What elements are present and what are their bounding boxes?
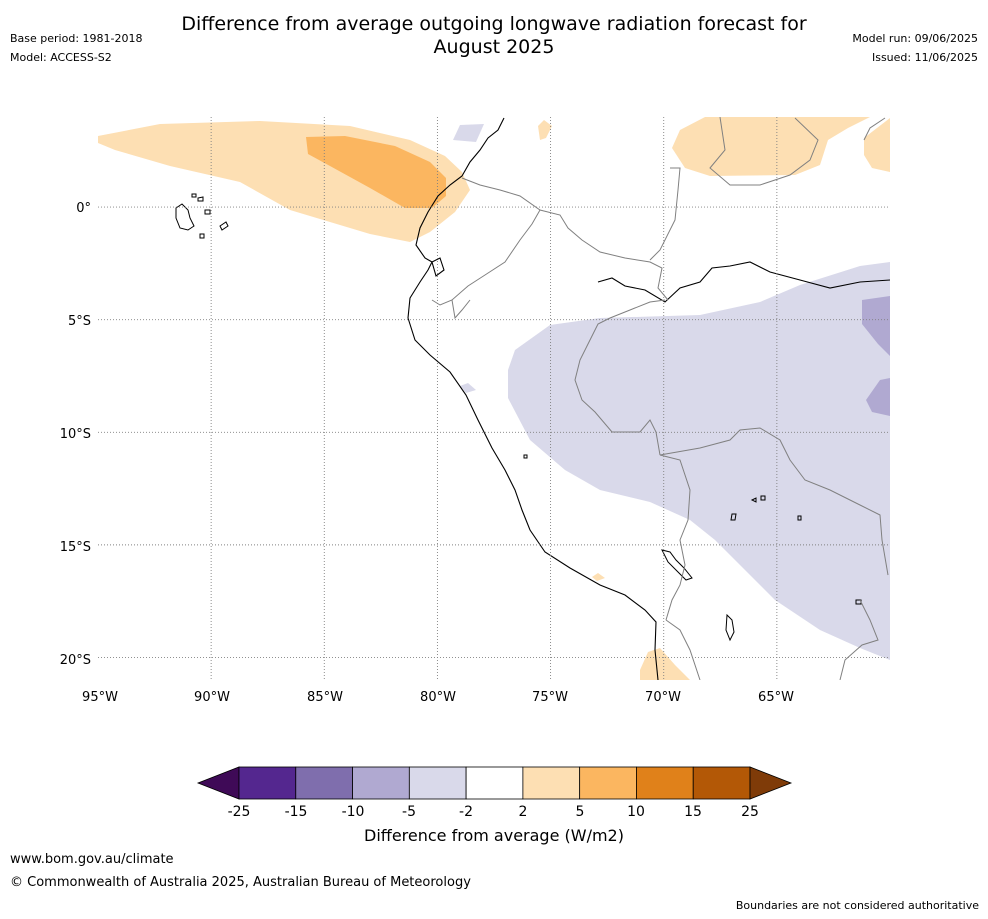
lon-label: 65°W: [758, 690, 794, 705]
anomaly-region-negative-medium-1: [862, 296, 890, 356]
colorbar-segment: [692, 766, 751, 800]
lon-label: 85°W: [307, 690, 343, 705]
issued-text: Issued: 11/06/2025: [871, 51, 978, 64]
model-text: Model: ACCESS-S2: [10, 51, 112, 64]
country-borders: [431, 117, 889, 680]
graticule: [98, 117, 890, 680]
lat-label: 0°: [76, 201, 91, 216]
latitude-labels: 0° 5°S 10°S 15°S 20°S: [60, 201, 91, 668]
galapagos-islands: [175, 193, 229, 239]
colorbar-tick: 15: [684, 804, 702, 820]
colorbar-tick: -10: [342, 804, 365, 820]
colorbar-segment: [465, 766, 524, 800]
anomaly-region-negative-small: [453, 124, 484, 142]
base-period-text: Base period: 1981-2018: [10, 32, 143, 45]
website-link[interactable]: www.bom.gov.au/climate: [10, 852, 174, 867]
lon-label: 80°W: [420, 690, 456, 705]
colorbar-segment: [352, 766, 410, 800]
lon-label: 75°W: [532, 690, 568, 705]
title-line-1: Difference from average outgoing longwav…: [181, 13, 807, 35]
coastline: [407, 117, 659, 680]
colorbar-tick: -5: [402, 804, 416, 820]
lat-label: 5°S: [68, 314, 91, 329]
longitude-labels: 95°W 90°W 85°W 80°W 75°W 70°W 65°W: [82, 690, 794, 705]
copyright-text: © Commonwealth of Australia 2025, Austra…: [10, 875, 471, 890]
colorbar-tick: -15: [285, 804, 308, 820]
anomaly-region-negative-light: [508, 262, 890, 660]
colorbar-segment: [408, 766, 467, 800]
anomaly-region-negative-medium-2: [866, 378, 890, 416]
lat-label: 20°S: [60, 653, 91, 668]
lat-label: 10°S: [60, 427, 91, 442]
amazon-river: [597, 261, 890, 303]
colorbar-extend-high: [749, 766, 793, 800]
anomaly-region-positive-medium: [306, 136, 446, 208]
map-area: [98, 117, 890, 680]
anomaly-region-positive-islet: [538, 120, 552, 140]
title-line-2: August 2025: [433, 36, 555, 58]
page-title: Difference from average outgoing longwav…: [0, 13, 988, 59]
colorbar-tick: 25: [741, 804, 759, 820]
colorbar-segment: [238, 766, 297, 800]
lon-label: 95°W: [82, 690, 118, 705]
anomaly-region-positive-south: [640, 648, 690, 680]
colorbar-segment: [579, 766, 637, 800]
lon-label: 70°W: [645, 690, 681, 705]
anomaly-region-negative-dot: [460, 383, 476, 393]
anomaly-region-positive-north: [672, 117, 870, 176]
disclaimer-text: Boundaries are not considered authoritat…: [735, 899, 979, 912]
colorbar-segment: [636, 766, 694, 800]
colorbar-segment: [295, 766, 353, 800]
colorbar-tick: 10: [627, 804, 645, 820]
colorbar-ticks: -25 -15 -10 -5 -2 2 5 10 15 25: [228, 804, 759, 820]
colorbar-segment: [522, 766, 581, 800]
colorbar-tick: -25: [228, 804, 251, 820]
lat-label: 15°S: [60, 540, 91, 555]
coastline-gulf: [431, 257, 445, 277]
colorbar-tick: -2: [459, 804, 473, 820]
colorbar-extend-low: [196, 766, 240, 800]
small-lakes: [523, 454, 862, 642]
lake-titicaca: [661, 549, 693, 581]
anomaly-region-positive-dot: [592, 573, 605, 581]
model-run-text: Model run: 09/06/2025: [852, 32, 978, 45]
anomaly-region-positive-northeast: [864, 118, 890, 172]
colorbar-label: Difference from average (W/m2): [364, 826, 624, 845]
lon-label: 90°W: [194, 690, 230, 705]
colorbar-tick: 5: [576, 804, 585, 820]
colorbar-tick: 2: [519, 804, 528, 820]
colorbar: [196, 766, 793, 800]
